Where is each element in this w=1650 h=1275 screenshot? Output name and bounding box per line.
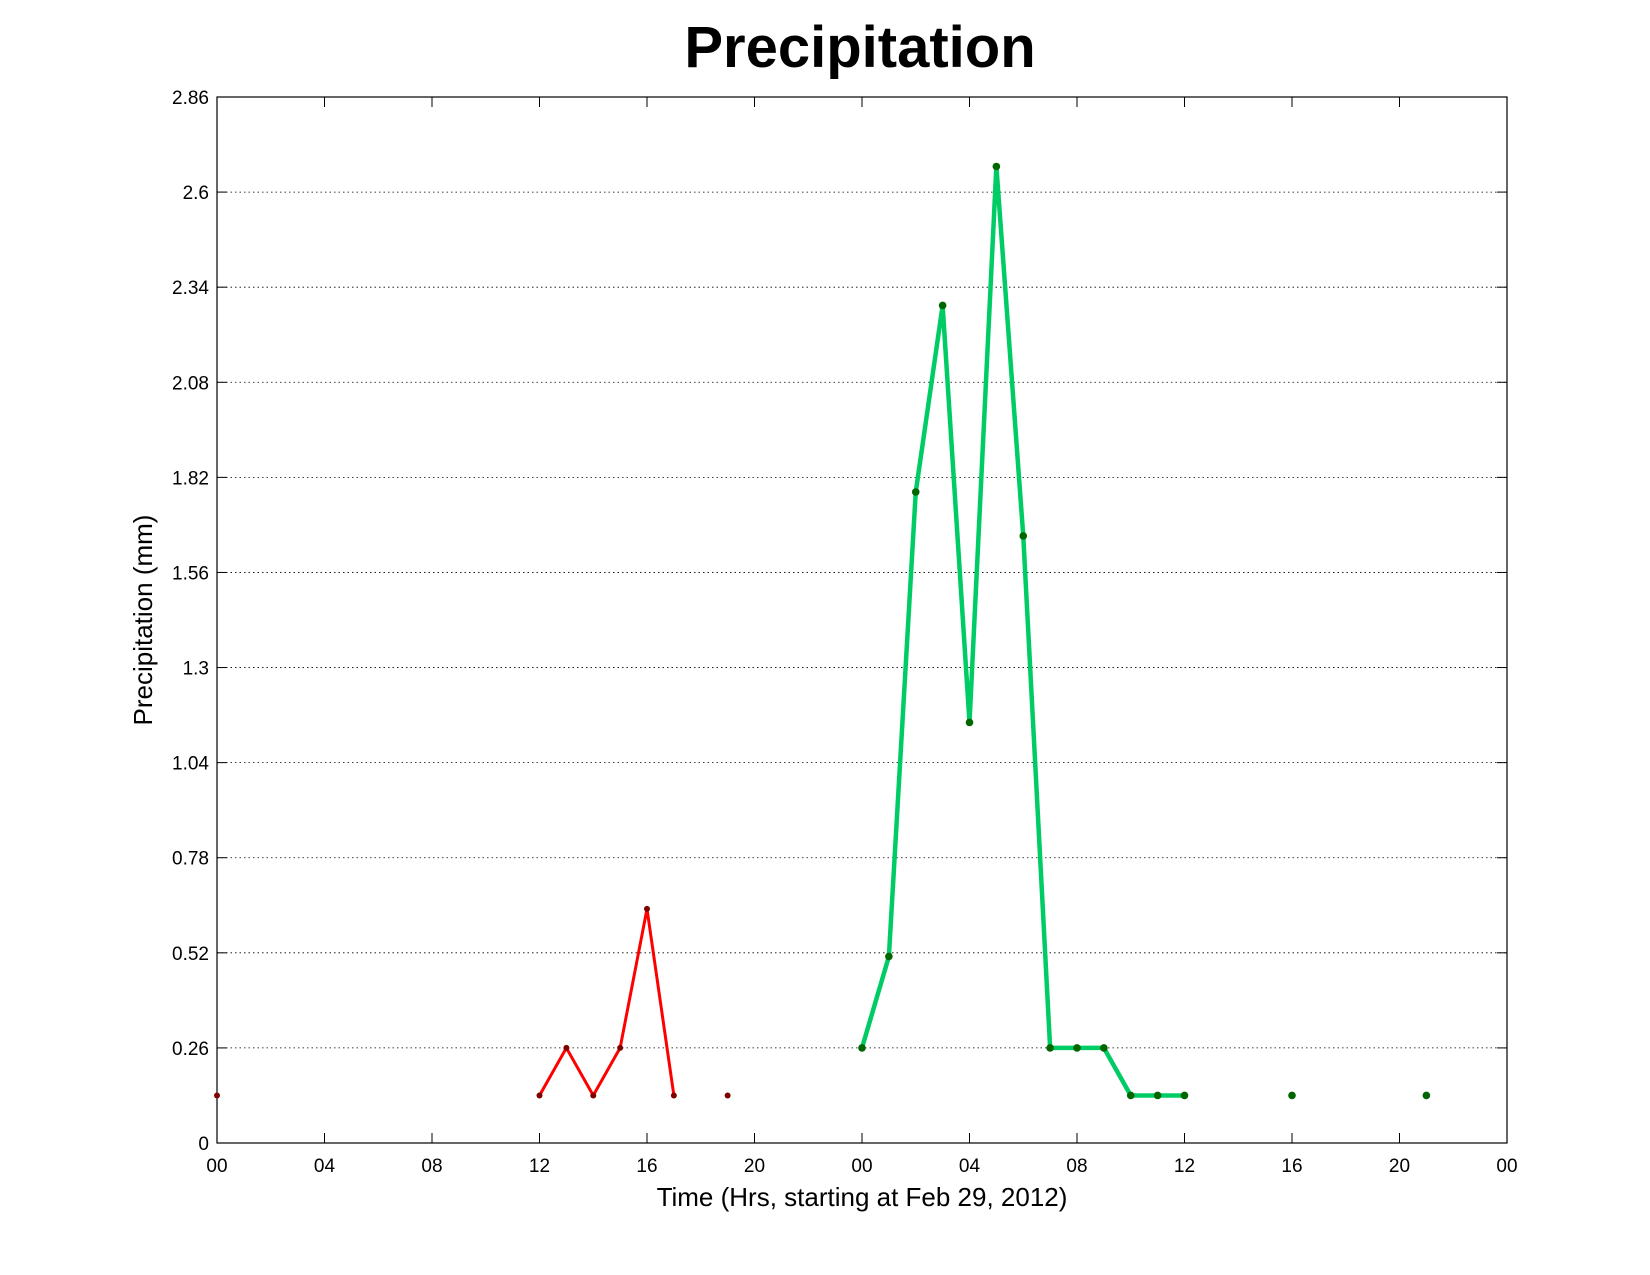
x-tick-label: 04 xyxy=(959,1156,981,1177)
x-axis-label: Time (Hrs, starting at Feb 29, 2012) xyxy=(657,1182,1068,1212)
series-1-point xyxy=(644,905,650,912)
series-1-line xyxy=(538,908,676,1099)
x-tick-label: 20 xyxy=(1389,1156,1410,1177)
series-2-point xyxy=(858,1044,866,1052)
series-1-point xyxy=(563,1044,570,1051)
series-2-point xyxy=(1422,1091,1431,1100)
series-1-point xyxy=(617,1044,624,1051)
x-tick-label: 04 xyxy=(314,1156,336,1177)
y-tick-label: 0.52 xyxy=(172,944,209,965)
y-tick-label: 1.04 xyxy=(172,754,209,775)
x-tick-label: 16 xyxy=(636,1156,657,1177)
y-tick-label: 2.34 xyxy=(172,278,209,299)
x-tick-label: 08 xyxy=(1066,1156,1087,1177)
y-tick-label: 1.82 xyxy=(172,468,209,489)
series-layer xyxy=(214,162,1431,1100)
x-tick-label: 12 xyxy=(529,1156,550,1177)
series-1 xyxy=(214,905,731,1099)
series-2-point xyxy=(1073,1044,1081,1052)
tick-layer: 0 0.26 0.52 0.78 1.04 1.3 1.56 1.82 2.08 2.34 2.6 2… xyxy=(172,88,1518,1177)
y-tick-label: 0.78 xyxy=(172,849,209,870)
x-tick-label: 20 xyxy=(744,1156,765,1177)
plot-frame xyxy=(216,96,1508,1144)
y-tick-label: 2.08 xyxy=(172,373,209,394)
y-axis-label: Precipitation (mm) xyxy=(128,515,158,726)
y-tick-label: 1.3 xyxy=(183,659,209,680)
series-1-point xyxy=(536,1092,543,1099)
series-2-point xyxy=(1100,1044,1108,1052)
series-2-point xyxy=(992,162,1001,171)
x-tick-label: 08 xyxy=(421,1156,442,1177)
series-2-point xyxy=(1288,1091,1296,1100)
series-1-point xyxy=(590,1092,597,1099)
series-2-point xyxy=(1180,1091,1189,1100)
series-2-point xyxy=(1019,532,1028,540)
series-2-point xyxy=(911,488,920,496)
series-2-point xyxy=(1046,1044,1054,1052)
series-2-line xyxy=(859,166,1185,1098)
series-2-point xyxy=(885,952,893,961)
y-tick-label: 0 xyxy=(198,1134,209,1155)
series-2-point xyxy=(1153,1091,1162,1100)
series-2-point xyxy=(938,301,947,310)
series-1-point xyxy=(670,1092,677,1099)
x-tick-label: 00 xyxy=(851,1156,872,1177)
grid-layer xyxy=(217,96,1507,1144)
x-tick-label: 00 xyxy=(206,1156,227,1177)
series-2-point xyxy=(1126,1091,1135,1100)
x-tick-label: 16 xyxy=(1281,1156,1302,1177)
y-tick-label: 1.56 xyxy=(172,563,209,584)
x-tick-label: 12 xyxy=(1174,1156,1195,1177)
series-2 xyxy=(858,162,1431,1100)
y-tick-label: 2.86 xyxy=(172,88,209,109)
y-tick-label: 2.6 xyxy=(183,183,209,204)
series-1-point xyxy=(214,1092,220,1099)
series-1-point xyxy=(724,1092,731,1099)
y-tick-label: 0.26 xyxy=(172,1039,209,1060)
x-tick-label: 00 xyxy=(1496,1156,1517,1177)
chart-title: Precipitation xyxy=(684,15,1036,80)
series-2-point xyxy=(965,718,974,727)
